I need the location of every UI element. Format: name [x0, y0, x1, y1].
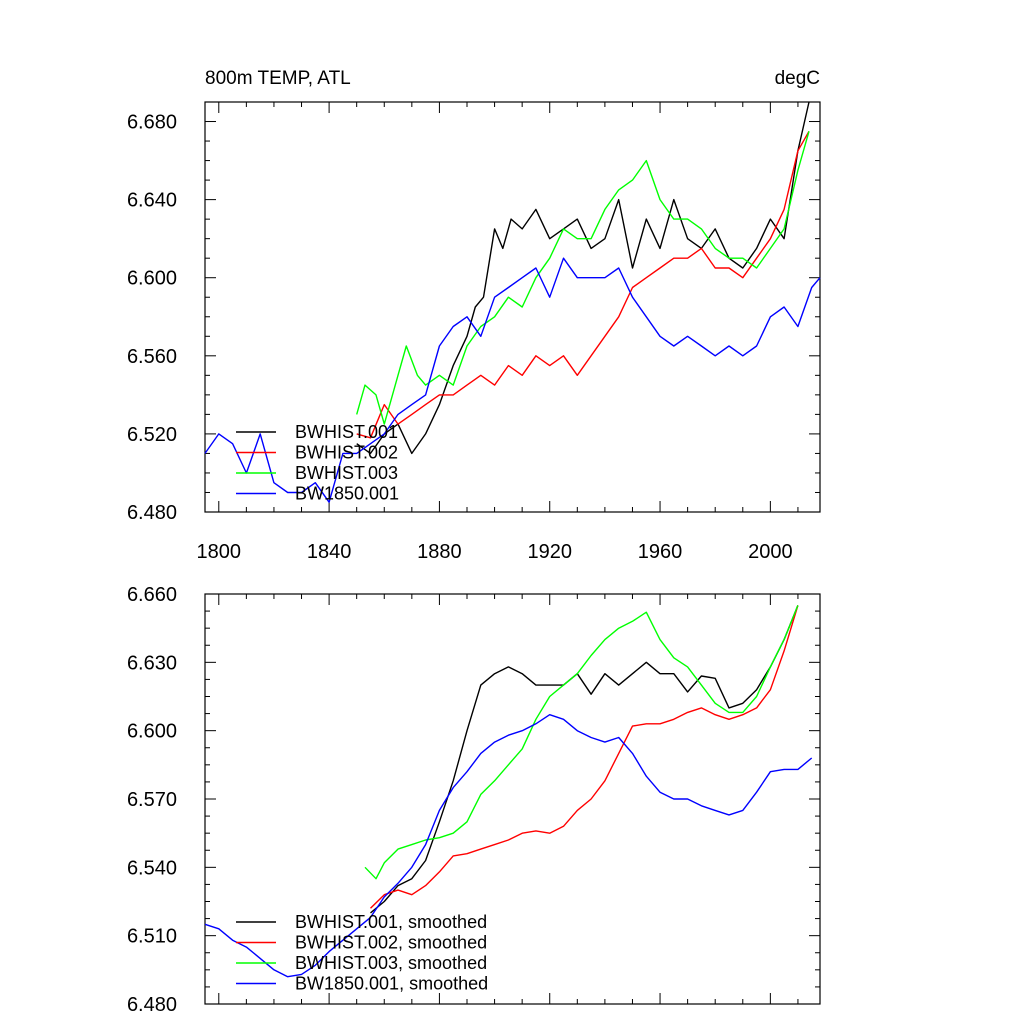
y-tick-label: 6.630 [127, 652, 177, 674]
y-tick-label: 6.510 [127, 926, 177, 948]
y-tick-label: 6.660 [127, 584, 177, 606]
legend-entry: BW1850.001, smoothed [295, 974, 488, 994]
legend-entry: BWHIST.002, smoothed [295, 933, 487, 953]
series-line-2 [356, 130, 810, 439]
series-line-1 [370, 605, 799, 914]
x-tick-label: 1840 [307, 541, 352, 563]
legend-entry: BWHIST.001, smoothed [295, 912, 487, 932]
legend-entry: BWHIST.002 [295, 443, 398, 463]
x-tick-label: 1920 [527, 541, 572, 563]
legend-entry: BWHIST.003 [295, 463, 398, 483]
series-line-3 [356, 131, 810, 425]
series-line-3 [364, 605, 799, 880]
x-tick-label: 1800 [197, 541, 242, 563]
series-line-4 [204, 714, 813, 978]
y-tick-label: 6.640 [127, 190, 177, 212]
chart-units-label: degC [775, 68, 820, 89]
plot-frame [204, 101, 821, 513]
y-tick-label: 6.540 [127, 857, 177, 879]
chart-panel-1: 800m TEMP, ATL degC 1800 1840 1880 1920 1960 20… [127, 68, 821, 563]
x-tick-label: 2000 [748, 541, 793, 563]
series-line-4 [204, 257, 821, 503]
chart-panel-2: 6.480 6.510 6.540 6.570 6.600 6.630 6.660 BWHIS… [127, 584, 821, 1016]
legend-entry: BWHIST.003, smoothed [295, 953, 487, 973]
y-tick-label: 6.600 [127, 721, 177, 743]
y-tick-label: 6.570 [127, 789, 177, 811]
y-tick-label: 6.480 [127, 994, 177, 1016]
series-line-2 [370, 605, 799, 909]
x-tick-label: 1960 [638, 541, 683, 563]
series-line-1 [356, 101, 810, 455]
y-tick-label: 6.680 [127, 112, 177, 134]
y-tick-label: 6.520 [127, 424, 177, 446]
x-tick-label: 1880 [417, 541, 462, 563]
y-tick-label: 6.560 [127, 346, 177, 368]
legend-entry: BWHIST.001 [295, 422, 398, 442]
y-tick-label: 6.600 [127, 268, 177, 290]
y-tick-label: 6.480 [127, 502, 177, 524]
legend-entry: BW1850.001 [295, 484, 399, 504]
chart-title-left: 800m TEMP, ATL [205, 68, 351, 89]
